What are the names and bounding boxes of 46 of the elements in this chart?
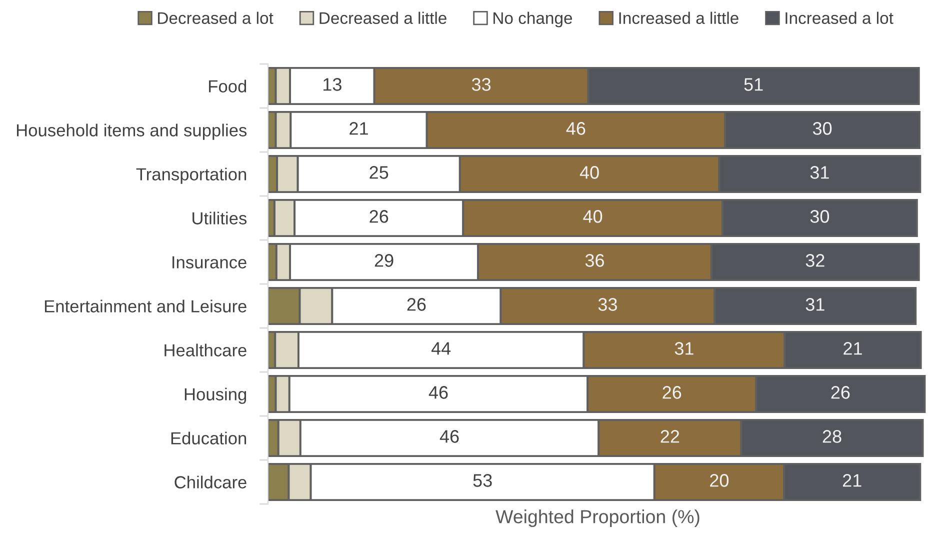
data-label: 22 xyxy=(660,430,680,443)
legend-label: Decreased a lot xyxy=(158,12,274,24)
y-tick-label: Food xyxy=(209,80,246,92)
legend-label: No change xyxy=(494,12,572,28)
data-label: 26 xyxy=(370,210,388,223)
data-label: 44 xyxy=(431,342,451,355)
data-label: 13 xyxy=(324,78,342,91)
y-tick-label: Entertainment and Leisure xyxy=(44,300,246,312)
data-label: 53 xyxy=(473,474,492,487)
y-tick-label: Utilities xyxy=(192,212,247,224)
data-label: 36 xyxy=(585,254,604,267)
data-label: 51 xyxy=(744,78,763,91)
legend-label: Increased a lot xyxy=(786,12,894,24)
data-label: 32 xyxy=(806,254,824,267)
y-tick-label: Healthcare xyxy=(164,344,246,356)
data-label: 30 xyxy=(812,122,832,135)
data-label: 40 xyxy=(583,210,602,223)
legend-label: Increased a little xyxy=(619,12,738,24)
data-label: 26 xyxy=(662,386,682,399)
y-tick-label: Housing xyxy=(184,388,246,404)
data-label: 20 xyxy=(710,474,729,487)
data-label: 21 xyxy=(350,122,368,135)
data-label: 31 xyxy=(806,298,824,311)
data-label: 26 xyxy=(407,298,426,311)
data-label: 33 xyxy=(598,298,617,311)
data-label: 46 xyxy=(566,122,586,135)
data-label: 46 xyxy=(440,430,459,443)
y-tick-label: Childcare xyxy=(174,476,246,488)
data-label: 29 xyxy=(374,254,394,267)
data-label: 33 xyxy=(472,78,491,91)
data-label: 25 xyxy=(370,166,388,179)
y-tick-label: Insurance xyxy=(172,256,246,268)
data-label: 31 xyxy=(810,166,829,179)
data-label: 21 xyxy=(844,342,862,355)
data-label: 28 xyxy=(822,430,842,443)
data-label: 26 xyxy=(831,386,850,399)
data-label: 21 xyxy=(842,474,862,487)
data-label: 40 xyxy=(580,166,599,179)
x-axis-title: Weighted Proportion (%) xyxy=(496,510,700,528)
data-label: 46 xyxy=(428,386,448,399)
legend-label: Decreased a little xyxy=(320,12,446,24)
data-label: 30 xyxy=(810,210,830,223)
y-tick-label: Transportation xyxy=(136,168,246,184)
data-label: 31 xyxy=(674,342,694,355)
y-tick-label: Education xyxy=(171,432,246,444)
y-tick-label: Household items and supplies xyxy=(16,124,247,140)
